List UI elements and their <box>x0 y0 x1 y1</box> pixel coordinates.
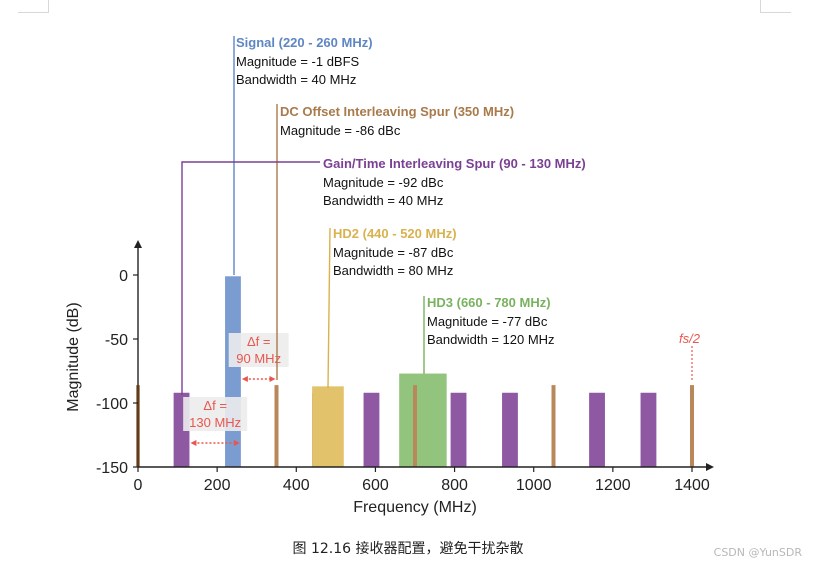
annotation-signal-title: Signal (220 - 260 MHz) <box>236 35 373 50</box>
y-tick-label-1: -50 <box>105 332 128 349</box>
annotation-dc-line-0: Magnitude = -86 dBc <box>280 123 401 138</box>
annotation-hd3-line-0: Magnitude = -77 dBc <box>427 314 548 329</box>
series-3-bar-0 <box>399 373 447 467</box>
watermark: CSDN @YunSDR <box>713 546 802 559</box>
y-tick-label-2: -100 <box>96 396 128 413</box>
x-axis-arrow <box>706 463 714 471</box>
delta-130-bg <box>183 397 248 431</box>
annotation-signal-line-0: Magnitude = -1 dBFS <box>236 54 360 69</box>
annotation-hd2-title: HD2 (440 - 520 MHz) <box>333 226 457 241</box>
annotation-gain-line-1: Bandwidth = 40 MHz <box>323 193 443 208</box>
figure-caption: 图 12.16 接收器配置，避免干扰杂散 <box>292 541 524 557</box>
series-0-bar-0 <box>225 276 241 467</box>
delta-130-arrow-head-left <box>190 440 197 446</box>
annotation-hd2-line-0: Magnitude = -87 dBc <box>333 245 454 260</box>
annotation-hd2-leader <box>327 227 331 389</box>
delta-90-line-0: Δf = <box>247 334 271 349</box>
delta-130-arrow-head-right <box>233 440 240 446</box>
y-axis-arrow <box>134 240 142 248</box>
x-tick-label-3: 600 <box>362 477 389 494</box>
annotation-gain-line-0: Magnitude = -92 dBc <box>323 175 444 190</box>
y-tick-label-0: 0 <box>119 268 128 285</box>
delta-90-line-1: 90 MHz <box>236 351 281 366</box>
y-axis-label: Magnitude (dB) <box>65 302 82 411</box>
x-tick-label-0: 0 <box>134 477 143 494</box>
page-corner-left <box>18 0 49 13</box>
x-tick-label-4: 800 <box>441 477 468 494</box>
delta-90-arrow-head-left <box>241 376 248 382</box>
series-2-bar-0 <box>312 386 344 467</box>
delta-130-line-0: Δf = <box>203 398 227 413</box>
series-1-bar-2 <box>363 392 380 467</box>
annotation-signal-line-1: Bandwidth = 40 MHz <box>236 72 356 87</box>
annotation-hd3-line-1: Bandwidth = 120 MHz <box>427 332 555 347</box>
delta-90-bg <box>228 333 289 367</box>
page-corner-right <box>760 0 791 13</box>
series-1-bar-6 <box>640 392 657 467</box>
fs-half-label: fs/2 <box>679 331 701 346</box>
x-axis-label: Frequency (MHz) <box>353 499 477 516</box>
x-tick-label-5: 1000 <box>516 477 552 494</box>
x-tick-label-1: 200 <box>204 477 231 494</box>
delta-130-line-1: 130 MHz <box>189 415 241 430</box>
series-1-bar-4 <box>502 392 518 467</box>
series-1-bar-3 <box>450 392 467 467</box>
x-tick-label-6: 1200 <box>595 477 631 494</box>
y-tick-label-3: -150 <box>96 460 128 477</box>
annotation-hd2-line-1: Bandwidth = 80 MHz <box>333 263 453 278</box>
annotation-gain-leader <box>181 161 320 395</box>
spectrum-chart: Δf = 90 MHz Δf = 130 MHz Signal (220 - 260 M… <box>65 35 714 516</box>
delta-90-arrow-head-right <box>269 376 276 382</box>
annotation-hd3-title: HD3 (660 - 780 MHz) <box>427 295 551 310</box>
series-1-bar-5 <box>589 392 605 467</box>
annotation-dc-title: DC Offset Interleaving Spur (350 MHz) <box>280 104 514 119</box>
x-tick-label-2: 400 <box>283 477 310 494</box>
x-tick-label-7: 1400 <box>674 477 710 494</box>
annotation-gain-title: Gain/Time Interleaving Spur (90 - 130 MH… <box>323 156 586 171</box>
